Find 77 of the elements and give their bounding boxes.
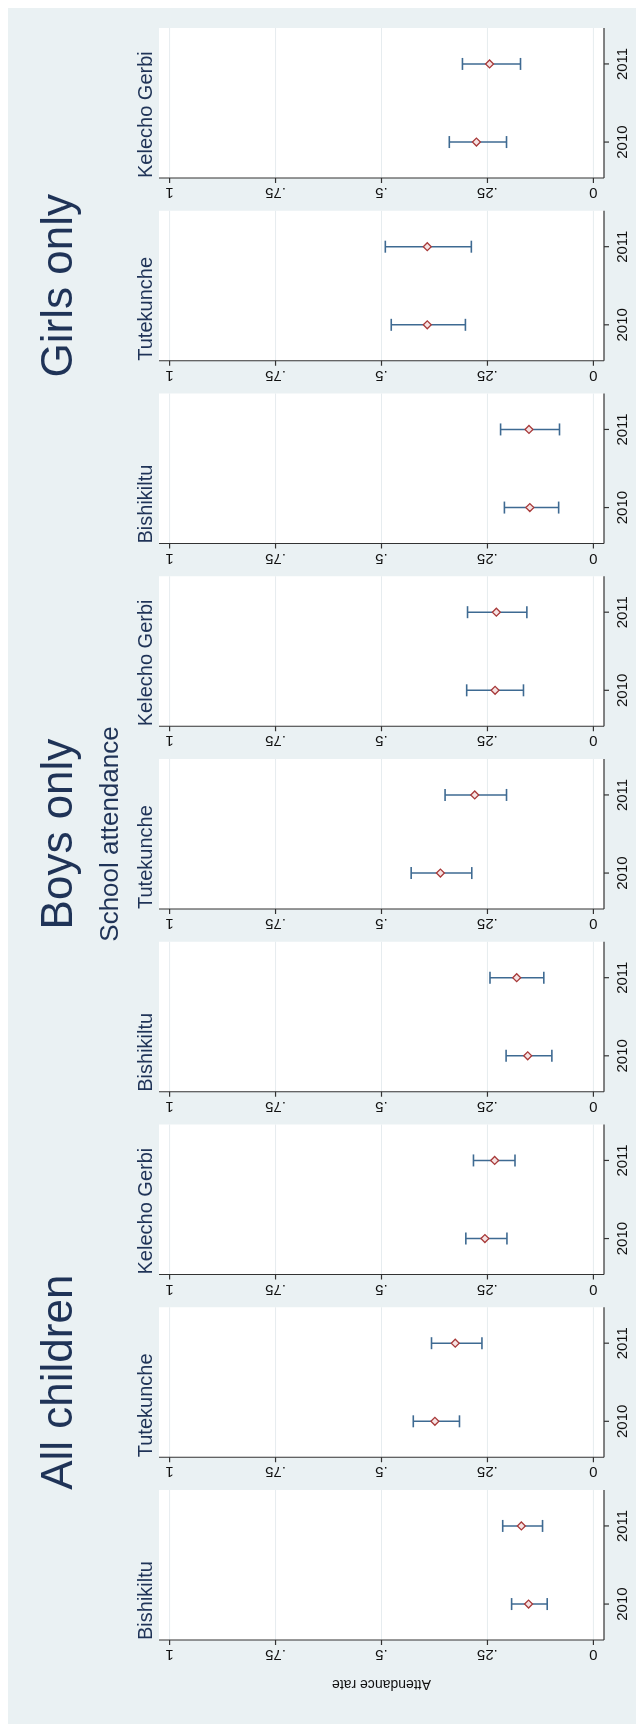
y-tick-label: 2011 bbox=[613, 1509, 630, 1543]
x-tick-label: .5 bbox=[375, 185, 388, 202]
y-tick-label: 2010 bbox=[613, 1221, 630, 1256]
y-tick-label: 2011 bbox=[613, 230, 630, 263]
y-tick-label: 2010 bbox=[613, 673, 630, 707]
x-tick-label: 0 bbox=[589, 733, 598, 751]
x-tick-label: .75 bbox=[265, 185, 286, 202]
x-tick-label: 1 bbox=[165, 1281, 174, 1299]
x-tick-label: .25 bbox=[477, 916, 498, 933]
x-tick-label: .5 bbox=[375, 1647, 388, 1664]
x-tick-label: 1 bbox=[165, 1098, 174, 1116]
text: School attendance bbox=[94, 726, 124, 942]
text: Girls only bbox=[32, 194, 81, 378]
y-tick-label: 2011 bbox=[613, 1327, 630, 1360]
text: Bishikiltu bbox=[134, 1561, 156, 1640]
y-tick-label: 2010 bbox=[613, 856, 630, 890]
y-tick-label: 2010 bbox=[613, 1039, 630, 1073]
x-tick-label: .5 bbox=[375, 733, 388, 751]
x-tick-label: .5 bbox=[375, 1464, 388, 1482]
x-tick-label: 0 bbox=[589, 1098, 598, 1116]
text: Bishikiltu bbox=[134, 1012, 156, 1092]
text: Boys only bbox=[32, 738, 81, 930]
x-tick-label: .25 bbox=[477, 367, 498, 385]
x-tick-label: 1 bbox=[165, 733, 174, 751]
x-tick-label: 1 bbox=[165, 550, 174, 568]
y-tick-label: 2010 bbox=[613, 1404, 630, 1438]
x-tick-label: 0 bbox=[589, 1647, 598, 1664]
x-tick-label: 1 bbox=[165, 1464, 174, 1482]
x-tick-label: .25 bbox=[477, 1098, 498, 1116]
y-tick-label: 2010 bbox=[613, 490, 630, 525]
y-tick-label: 2010 bbox=[613, 308, 630, 342]
x-tick-label: 1 bbox=[165, 1647, 174, 1664]
x-tick-label: .75 bbox=[265, 550, 286, 568]
x-tick-label: 0 bbox=[589, 367, 598, 385]
text: Tutekunche bbox=[134, 1353, 156, 1458]
x-tick-label: 0 bbox=[589, 185, 598, 202]
x-tick-label: .75 bbox=[265, 1098, 286, 1116]
x-tick-label: 0 bbox=[589, 1281, 598, 1299]
text: All children bbox=[32, 1274, 81, 1490]
text: Tutekunche bbox=[134, 256, 156, 361]
x-tick-label: .5 bbox=[375, 1281, 388, 1299]
x-tick-label: 1 bbox=[165, 916, 174, 933]
x-tick-label: .75 bbox=[265, 1464, 286, 1482]
y-tick-label: 2011 bbox=[613, 1144, 630, 1177]
x-tick-label: .25 bbox=[477, 185, 498, 202]
y-tick-label: 2011 bbox=[613, 413, 630, 446]
text: Tutekunche bbox=[134, 805, 156, 909]
x-tick-label: .25 bbox=[477, 1464, 498, 1482]
y-tick-label: 2011 bbox=[613, 596, 630, 629]
y-tick-label: 2011 bbox=[613, 778, 630, 812]
x-tick-label: 0 bbox=[589, 550, 598, 568]
x-tick-label: .5 bbox=[375, 550, 388, 568]
x-axis-title: Attendance rate bbox=[331, 1677, 431, 1693]
y-tick-label: 2010 bbox=[613, 1587, 630, 1621]
x-tick-label: .75 bbox=[265, 1647, 286, 1664]
x-tick-label: .5 bbox=[375, 916, 388, 933]
x-tick-label: .25 bbox=[477, 1281, 498, 1299]
x-tick-label: 1 bbox=[165, 185, 174, 202]
x-tick-label: 1 bbox=[165, 367, 174, 385]
y-tick-label: 2011 bbox=[613, 47, 630, 81]
x-tick-label: .25 bbox=[477, 733, 498, 751]
x-tick-label: .5 bbox=[375, 367, 388, 385]
y-tick-label: 2011 bbox=[613, 961, 630, 994]
x-tick-label: .75 bbox=[265, 916, 286, 933]
x-tick-label: .75 bbox=[265, 1281, 286, 1299]
x-tick-label: .25 bbox=[477, 1647, 498, 1664]
x-tick-label: .75 bbox=[265, 733, 286, 751]
x-tick-label: 0 bbox=[589, 1464, 598, 1482]
text: Kelecho Gerbi bbox=[134, 599, 156, 727]
x-tick-label: .5 bbox=[375, 1098, 388, 1116]
x-tick-label: 0 bbox=[589, 916, 598, 933]
text: Kelecho Gerbi bbox=[134, 51, 156, 178]
text: Bishikiltu bbox=[134, 464, 156, 544]
x-tick-label: .25 bbox=[477, 550, 498, 568]
y-tick-label: 2010 bbox=[613, 125, 630, 159]
x-tick-label: .75 bbox=[265, 367, 286, 385]
text: Kelecho Gerbi bbox=[134, 1147, 156, 1275]
